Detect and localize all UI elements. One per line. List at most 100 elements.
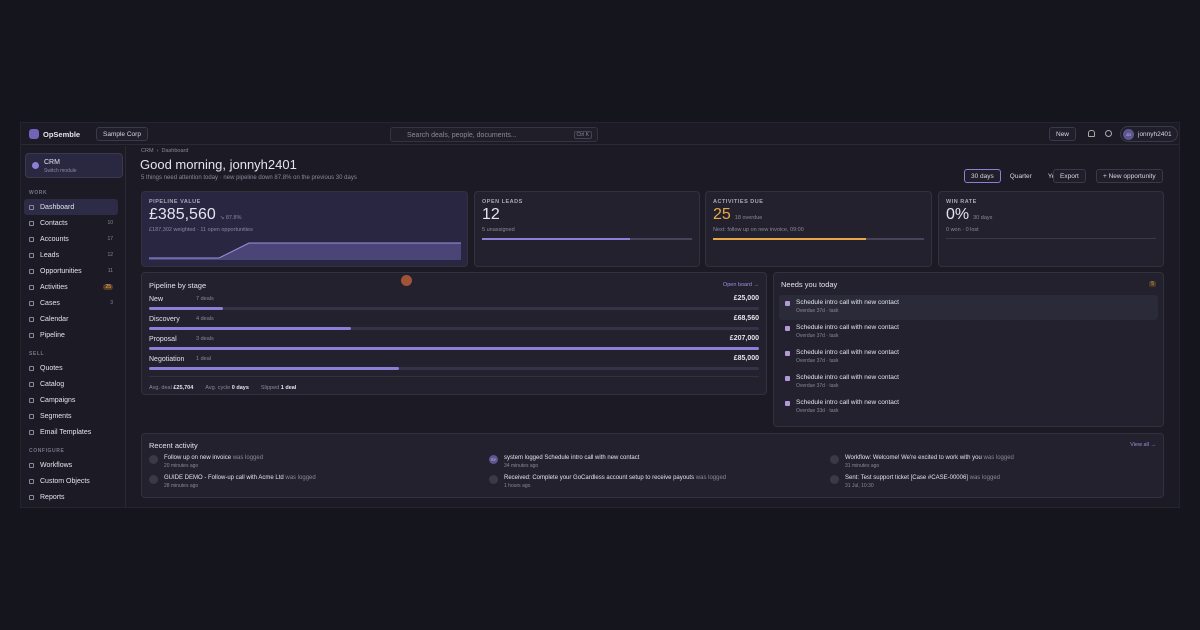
nav-item[interactable]: Contacts 10 — [24, 215, 118, 231]
activity-text: GUIDE DEMO - Follow-up call with Acme Lt… — [164, 475, 316, 489]
nav-item[interactable]: Custom Objects — [24, 473, 118, 489]
nav-item[interactable]: Reports — [24, 489, 118, 505]
nav-item[interactable]: Workflows — [24, 457, 118, 473]
stage-count: 7 deals — [196, 296, 214, 302]
nav-item[interactable]: Leads 12 — [24, 247, 118, 263]
nav-icon — [29, 365, 34, 371]
nav-label: Quotes — [40, 364, 63, 372]
nav-item[interactable]: Cases 3 — [24, 295, 118, 311]
nav-icon — [29, 429, 34, 435]
activity-line: Follow up on new invoice was logged — [164, 455, 263, 461]
activity-time: 28 minutes ago — [164, 483, 199, 489]
nav-icon — [29, 204, 34, 210]
need-text: Schedule intro call with new contact Over… — [796, 299, 899, 314]
notifications-icon[interactable] — [1088, 130, 1095, 137]
stage-track — [149, 327, 759, 330]
need-item[interactable]: Schedule intro call with new contact Over… — [779, 395, 1158, 420]
kpi-card: OPEN LEADS 12 5 unassigned — [474, 191, 700, 267]
need-text: Schedule intro call with new contact Over… — [796, 374, 899, 389]
task-checkbox[interactable] — [785, 401, 790, 406]
kpi-value: £385,560 — [149, 206, 216, 223]
nav-item[interactable]: Activities 25 — [24, 279, 118, 295]
nav-label: Opportunities — [40, 267, 82, 275]
need-item[interactable]: Schedule intro call with new contact Over… — [779, 345, 1158, 370]
nav-item[interactable]: Segments — [24, 408, 118, 424]
nav-label: Dashboard — [40, 203, 75, 211]
task-checkbox[interactable] — [785, 376, 790, 381]
user-name: jonnyh2401 — [1138, 130, 1172, 138]
nav-badge: 25 — [103, 284, 113, 290]
kpi-card: PIPELINE VALUE £385,560 ↘ 87.8% £187,302 we… — [141, 191, 468, 267]
activity-card: Recent activity View all → Follow up on ne… — [141, 433, 1164, 498]
nav-item[interactable]: Campaigns — [24, 392, 118, 408]
stage-bar — [149, 347, 759, 350]
nav-label: Pipeline — [40, 331, 65, 339]
nav-icon — [29, 284, 34, 290]
task-checkbox[interactable] — [785, 301, 790, 306]
nav-item[interactable]: Accounts 17 — [24, 231, 118, 247]
new-opportunity-button[interactable]: + New opportunity — [1096, 169, 1163, 183]
progress-track — [946, 238, 1156, 239]
stage-name: Proposal — [149, 336, 177, 343]
nav-item[interactable]: Pipeline — [24, 327, 118, 343]
footer-value: 0 days — [231, 385, 249, 391]
nav-item[interactable]: Email Templates — [24, 424, 118, 440]
need-meta: Overdue 37d · task — [796, 308, 839, 314]
export-button[interactable]: Export — [1053, 169, 1086, 183]
nav-item[interactable]: Dashboard — [24, 199, 118, 215]
search[interactable]: Search deals, people, documents... Ctrl … — [390, 127, 598, 142]
card-title: Pipeline by stage — [149, 281, 207, 290]
activity-suffix: was logged — [983, 455, 1014, 461]
task-checkbox[interactable] — [785, 326, 790, 331]
user-menu[interactable]: JO jonnyh2401 — [1120, 126, 1178, 142]
nav-item[interactable]: Calendar — [24, 311, 118, 327]
need-item[interactable]: Schedule intro call with new contact Over… — [779, 295, 1158, 320]
nav-icon — [29, 462, 34, 468]
new-button[interactable]: New — [1049, 127, 1077, 141]
nav-label: Segments — [40, 412, 72, 420]
task-checkbox[interactable] — [785, 351, 790, 356]
nav-item[interactable]: Quotes — [24, 360, 118, 376]
need-title: Schedule intro call with new contact — [796, 399, 899, 406]
kpi-note: Next: follow up on new invoice, 09:00 — [713, 227, 804, 233]
kpi-card: WIN RATE 0% 30 days 0 won · 0 lost — [938, 191, 1164, 267]
footer-label: Slipped — [260, 385, 280, 391]
nav-icon — [29, 413, 34, 419]
kpi-value-row: 12 — [482, 206, 500, 224]
breadcrumb-item: CRM — [141, 148, 154, 154]
workspace: Sample Corp — [103, 130, 141, 138]
stage-value: £85,000 — [733, 355, 759, 362]
kpi-value-row: 0% 30 days — [946, 206, 992, 224]
greeting-subtitle: 5 things need attention today · new pipe… — [141, 175, 357, 181]
stage-value: £68,560 — [733, 315, 759, 322]
activity-time: 1 hours ago — [504, 483, 531, 489]
activity-item: GUIDE DEMO - Follow-up call with Acme Lt… — [149, 475, 479, 495]
range-option[interactable]: 30 days — [964, 169, 1001, 183]
nav-label: Workflows — [40, 461, 73, 469]
nav-item[interactable]: Catalog — [24, 376, 118, 392]
nav-badge: 10 — [107, 220, 113, 226]
module-switcher[interactable]: CRM Switch module — [25, 153, 123, 178]
workspace-switcher[interactable]: Sample Corp — [96, 127, 148, 141]
stage-name: Discovery — [149, 316, 180, 323]
card-link[interactable]: View all → — [1130, 442, 1156, 448]
kpi-note: 5 unassigned — [482, 227, 515, 233]
range-option[interactable]: Quarter — [1009, 172, 1032, 180]
nav-label: Custom Objects — [40, 477, 90, 485]
search-shortcut: Ctrl K — [573, 131, 592, 139]
greeting: Good morning, jonnyh2401 — [140, 157, 297, 172]
nav-item[interactable]: Opportunities 11 — [24, 263, 118, 279]
need-item[interactable]: Schedule intro call with new contact Over… — [779, 320, 1158, 345]
help-icon[interactable] — [1105, 130, 1112, 137]
stage-track — [149, 307, 759, 310]
activity-title: Workflow: Welcome! We're excited to work… — [845, 455, 982, 461]
sidebar: CRM Switch module WORK Dashboard Contacts 1… — [21, 146, 126, 508]
stage-row: Discovery 4 deals £68,560 — [149, 314, 759, 334]
card-link[interactable]: Open board → — [722, 282, 759, 288]
need-item[interactable]: Schedule intro call with new contact Over… — [779, 370, 1158, 395]
activity-icon — [830, 455, 839, 464]
need-title: Schedule intro call with new contact — [796, 374, 899, 381]
nav-icon — [29, 332, 34, 338]
footer-stat: Slipped 1 deal — [261, 385, 296, 391]
activity-item: Received: Complete your GoCardless accou… — [489, 475, 819, 495]
